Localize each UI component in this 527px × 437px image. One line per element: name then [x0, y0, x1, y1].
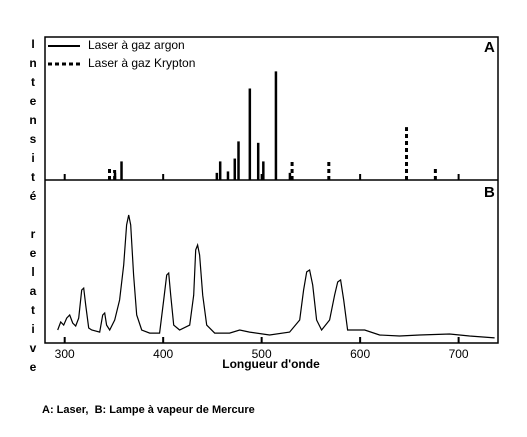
x-tick-label: 700 [449, 347, 469, 361]
x-tick-label: 300 [55, 347, 75, 361]
panel-label: B [484, 184, 495, 201]
legend-label: Laser à gaz Krypton [88, 56, 195, 70]
x-axis-label: Longueur d'onde [222, 357, 320, 371]
spectrum-line [57, 214, 495, 339]
y-axis-label: Intensité relative [26, 37, 40, 379]
caption: A: Laser, B: Lampe à vapeur de Mercure [42, 404, 255, 416]
x-tick-label: 400 [153, 347, 173, 361]
frame [44, 36, 499, 344]
legend-label: Laser à gaz argon [88, 38, 185, 52]
x-tick-label: 500 [252, 347, 272, 361]
panel-label: A [484, 39, 495, 56]
x-tick-label: 600 [350, 347, 370, 361]
